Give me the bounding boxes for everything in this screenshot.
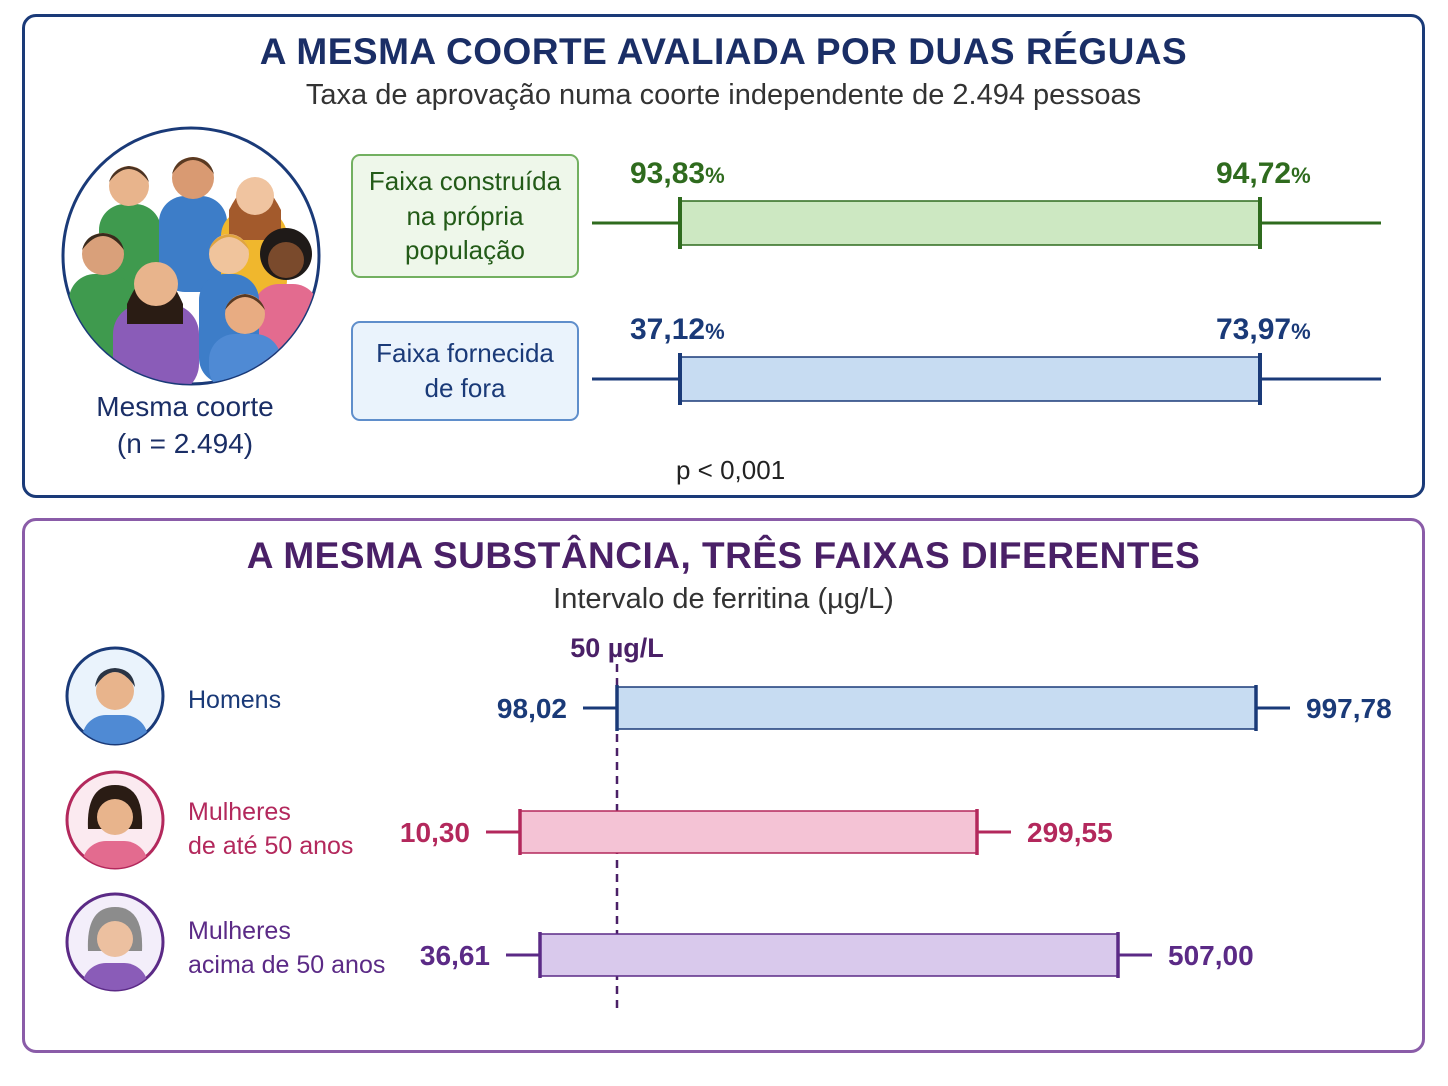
bottom-panel: A MESMA SUBSTÂNCIA, TRÊS FAIXAS DIFERENT… (22, 518, 1425, 1053)
top-panel: A MESMA COORTE AVALIADA POR DUAS RÉGUAS … (22, 14, 1425, 498)
interval-bar-external (679, 356, 1261, 402)
label-own-population-range: Faixa construída na própria população (351, 154, 579, 278)
cohort-group-icon (61, 126, 321, 386)
high-value-label-own: 94,72% (1216, 157, 1311, 190)
reference-line-label: 50 µg/L (570, 633, 664, 663)
interval-bar-women-over-50 (539, 933, 1119, 977)
high-value-label-women-over-50: 507,00 (1168, 940, 1254, 971)
group-label-women-up-to-50: Mulheres de até 50 anos (188, 798, 354, 860)
woman-avatar-icon (65, 770, 165, 870)
group-label-women-over-50: Mulheres acima de 50 anos (188, 917, 386, 979)
top-panel-subtitle: Taxa de aprovação numa coorte independen… (305, 79, 1142, 111)
low-value-label-women-up-to-50: 10,30 (400, 817, 470, 848)
top-panel-title: A MESMA COORTE AVALIADA POR DUAS RÉGUAS (259, 31, 1188, 72)
man-avatar-icon (65, 646, 165, 746)
ferritin-interval-chart: 50 µg/L98,02 997,78 10,30 299,55 36,61 507,00 (400, 633, 1392, 1009)
older-woman-avatar-icon (65, 892, 165, 992)
bottom-panel-title: A MESMA SUBSTÂNCIA, TRÊS FAIXAS DIFERENT… (246, 535, 1201, 576)
group-label-men: Homens (188, 686, 282, 714)
label-external-range: Faixa fornecida de fora (351, 321, 579, 421)
top-interval-chart: 93,83% 94,72% 37,12% 73,97% p < 0,001 (592, 157, 1381, 485)
low-value-label-own: 93,83% (630, 157, 725, 190)
low-value-label-men: 98,02 (497, 693, 567, 724)
high-value-label-women-up-to-50: 299,55 (1027, 817, 1113, 848)
bottom-panel-subtitle: Intervalo de ferritina (µg/L) (553, 583, 894, 615)
low-value-label-external: 37,12% (630, 313, 725, 346)
p-value-label: p < 0,001 (676, 455, 785, 485)
interval-bar-women-up-to-50 (519, 810, 978, 854)
interval-bar-men (616, 686, 1257, 730)
interval-bar-own (679, 200, 1261, 246)
high-value-label-external: 73,97% (1216, 313, 1311, 346)
cohort-caption: Mesma coorte (n = 2.494) (96, 391, 274, 459)
high-value-label-men: 997,78 (1306, 693, 1392, 724)
low-value-label-women-over-50: 36,61 (420, 940, 490, 971)
